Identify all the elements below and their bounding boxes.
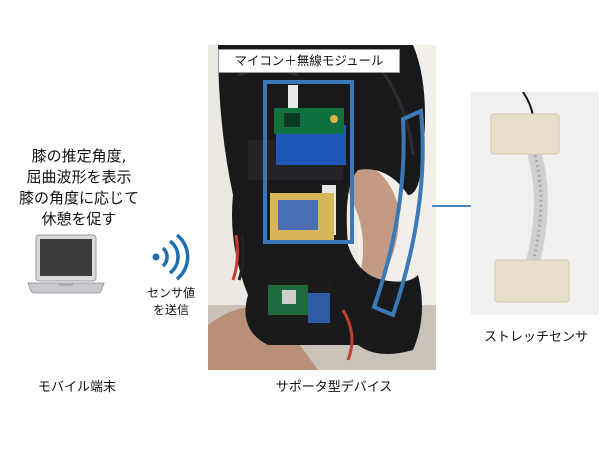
description-line: 休憩を促す	[41, 210, 117, 228]
send-label-line: を送信	[152, 303, 189, 317]
stretch-sensor-label: ストレッチセンサ	[483, 330, 588, 345]
terminal-description: 膝の推定角度, 屈曲波形を表示 膝の角度に応じて 休憩を促す	[6, 146, 152, 230]
supporter-device-label: サポータ型デバイス	[275, 380, 393, 395]
description-line: 屈曲波形を表示	[26, 168, 132, 186]
description-line: 膝の角度に応じて	[18, 189, 139, 207]
stretch-sensor-photo	[471, 92, 599, 315]
description-line: 膝の推定角度,	[31, 147, 127, 165]
mobile-terminal-label: モバイル端末	[37, 380, 116, 395]
microcontroller-module-label: マイコン＋無線モジュール	[218, 49, 400, 73]
laptop-icon	[26, 233, 106, 297]
supporter-device-photo	[208, 45, 436, 370]
wifi-icon	[150, 232, 190, 282]
send-sensor-value-label: センサ値 を送信	[136, 285, 206, 319]
send-label-line: センサ値	[146, 286, 195, 300]
sensor-connector-line	[432, 205, 472, 207]
